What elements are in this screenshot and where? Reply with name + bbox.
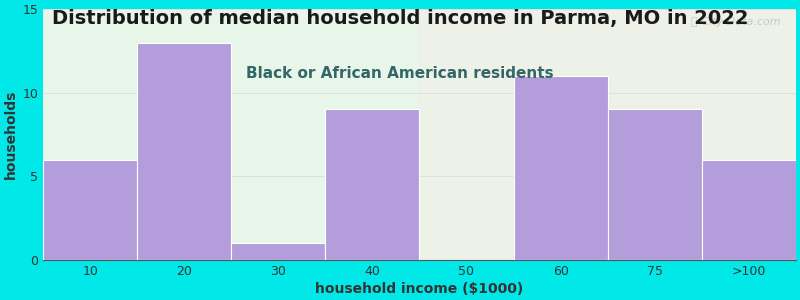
Text: ⓘ City-Data.com: ⓘ City-Data.com — [691, 17, 781, 27]
Text: Black or African American residents: Black or African American residents — [246, 66, 554, 81]
Text: Distribution of median household income in Parma, MO in 2022: Distribution of median household income … — [52, 9, 748, 28]
Bar — [231, 243, 326, 260]
Bar — [43, 160, 137, 260]
Bar — [608, 110, 702, 260]
Bar — [137, 43, 231, 260]
Y-axis label: households: households — [4, 90, 18, 179]
Bar — [326, 110, 419, 260]
Bar — [702, 160, 796, 260]
X-axis label: household income ($1000): household income ($1000) — [315, 282, 523, 296]
Bar — [514, 76, 608, 260]
